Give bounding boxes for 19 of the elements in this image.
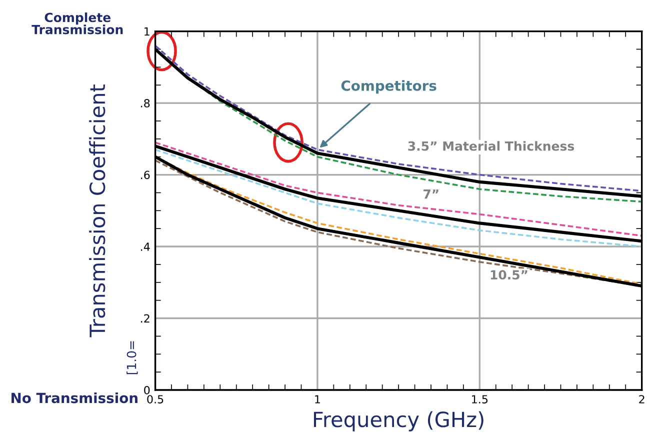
annotation: 7” bbox=[424, 190, 438, 199]
annotation: Competitors bbox=[341, 80, 436, 94]
annotation: 10.5” bbox=[490, 270, 528, 280]
y-axis-title: Transmission Coefficient bbox=[89, 84, 106, 338]
annotation: 3.5” Material Thickness bbox=[408, 141, 574, 151]
x-axis-title: Frequency (GHz) bbox=[314, 411, 484, 432]
x-tick-label: 1 bbox=[315, 395, 320, 404]
y-tick-label: 0 bbox=[144, 386, 150, 394]
x-tick-label: 1.5 bbox=[472, 395, 488, 404]
y-tick-label: .6 bbox=[141, 170, 150, 180]
y-tick-label: .2 bbox=[141, 314, 150, 322]
y-tick-label: 1 bbox=[144, 27, 150, 36]
x-tick-label: 2 bbox=[639, 395, 644, 404]
y-tick-label: .8 bbox=[141, 99, 150, 108]
text: No Transmission bbox=[12, 392, 138, 404]
y-tick-label: .4 bbox=[141, 242, 150, 251]
x-tick-label: 0.5 bbox=[147, 395, 164, 404]
text: Complete Transmission bbox=[32, 12, 123, 34]
text: [1.0= bbox=[126, 341, 138, 374]
